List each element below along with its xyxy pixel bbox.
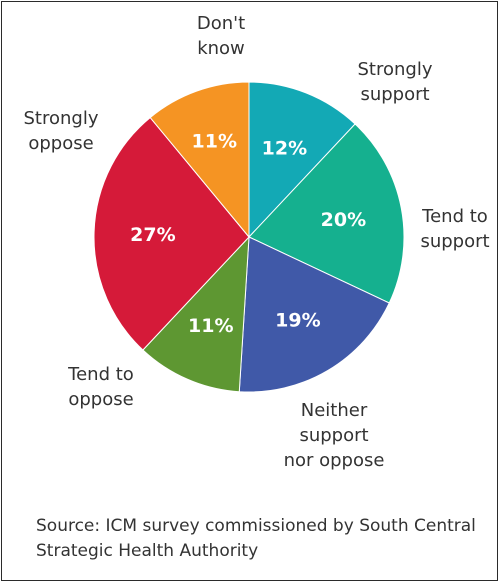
pie-slice-tend-to-support [248, 123, 405, 304]
category-label-tend-to-support: Tend to support [420, 206, 489, 252]
pct-label-tend-to-oppose: 11% [188, 315, 233, 337]
pie-slice-neither-support-nor-oppose [238, 236, 390, 393]
category-label-don-t-know: Don't know [197, 13, 245, 59]
pct-label-tend-to-support: 20% [321, 209, 366, 231]
percentage-labels: 12% 20% 19% 11% 27% 11% [130, 131, 366, 338]
category-label-strongly-oppose: Strongly oppose [24, 108, 99, 154]
source-note: Source: ICM survey commissioned by South… [36, 516, 476, 561]
category-label-strongly-support: Strongly support [358, 59, 433, 105]
pct-label-neither-support-nor-oppose: 19% [275, 310, 320, 332]
pie-chart: 12% 20% 19% 11% 27% 11% Strongly support Tend t… [24, 13, 490, 471]
pie-slice-strongly-support [248, 81, 356, 239]
pie-slice-don-t-know [149, 81, 250, 239]
pie-slice-tend-to-oppose [142, 235, 250, 393]
pct-label-don-t-know: 11% [192, 131, 237, 153]
category-label-neither-support-nor-oppose: Neither support nor oppose [284, 400, 385, 471]
pct-label-strongly-support: 12% [262, 138, 307, 160]
category-label-tend-to-oppose: Tend to oppose [67, 364, 134, 410]
pct-label-strongly-oppose: 27% [130, 224, 175, 246]
pie-slices [93, 81, 405, 393]
category-labels: Strongly support Tend to support Neither supp… [24, 13, 490, 471]
pie-slice-strongly-oppose [93, 116, 250, 351]
